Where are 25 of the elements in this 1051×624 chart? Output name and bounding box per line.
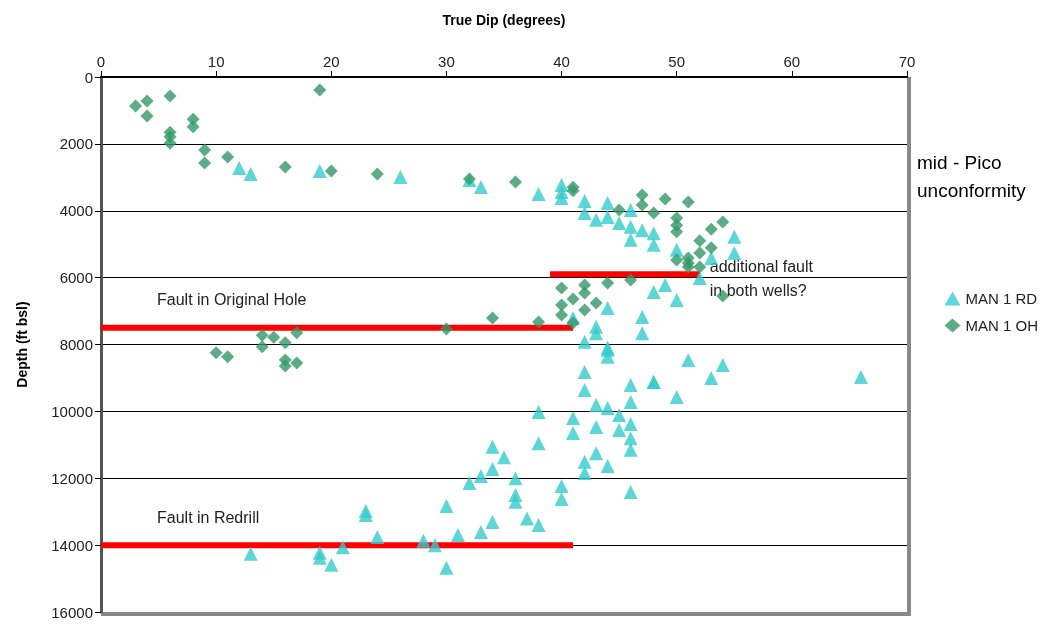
series-label: Fault in Original Hole	[157, 291, 307, 309]
series-label: Fault in Redrill	[157, 508, 260, 526]
x-tick-label: 0	[96, 53, 106, 70]
y-tick-label: 4000	[59, 202, 93, 220]
legend-label: MAN 1 OH	[965, 317, 1039, 334]
x-tick-label: 30	[438, 53, 455, 70]
y-tick-label: 8000	[59, 336, 93, 353]
y-tick-label: 2000	[59, 135, 93, 153]
series-label: additional fault in both wells?	[709, 257, 814, 299]
x-tick-label: 50	[668, 53, 686, 70]
y-axis-title: Depth (ft bsl)	[14, 301, 30, 388]
y-tick-label: 16000	[51, 603, 93, 621]
text: mid - Pico unconformity	[917, 151, 1027, 201]
x-tick-label: 20	[322, 53, 340, 70]
y-tick-label: 14000	[51, 536, 93, 554]
x-tick-label: 40	[553, 53, 570, 70]
y-tick-label: 6000	[59, 269, 93, 287]
y-tick-label: 10000	[51, 402, 93, 420]
x-tick-label: 60	[783, 53, 801, 70]
x-axis-title: True Dip (degrees)	[442, 12, 566, 28]
y-tick-label: 0	[84, 68, 93, 86]
x-tick-label: 10	[207, 53, 225, 70]
y-tick-label: 12000	[51, 469, 93, 487]
x-tick-label: 70	[898, 53, 916, 70]
legend-label: MAN 1 RD	[965, 290, 1038, 307]
